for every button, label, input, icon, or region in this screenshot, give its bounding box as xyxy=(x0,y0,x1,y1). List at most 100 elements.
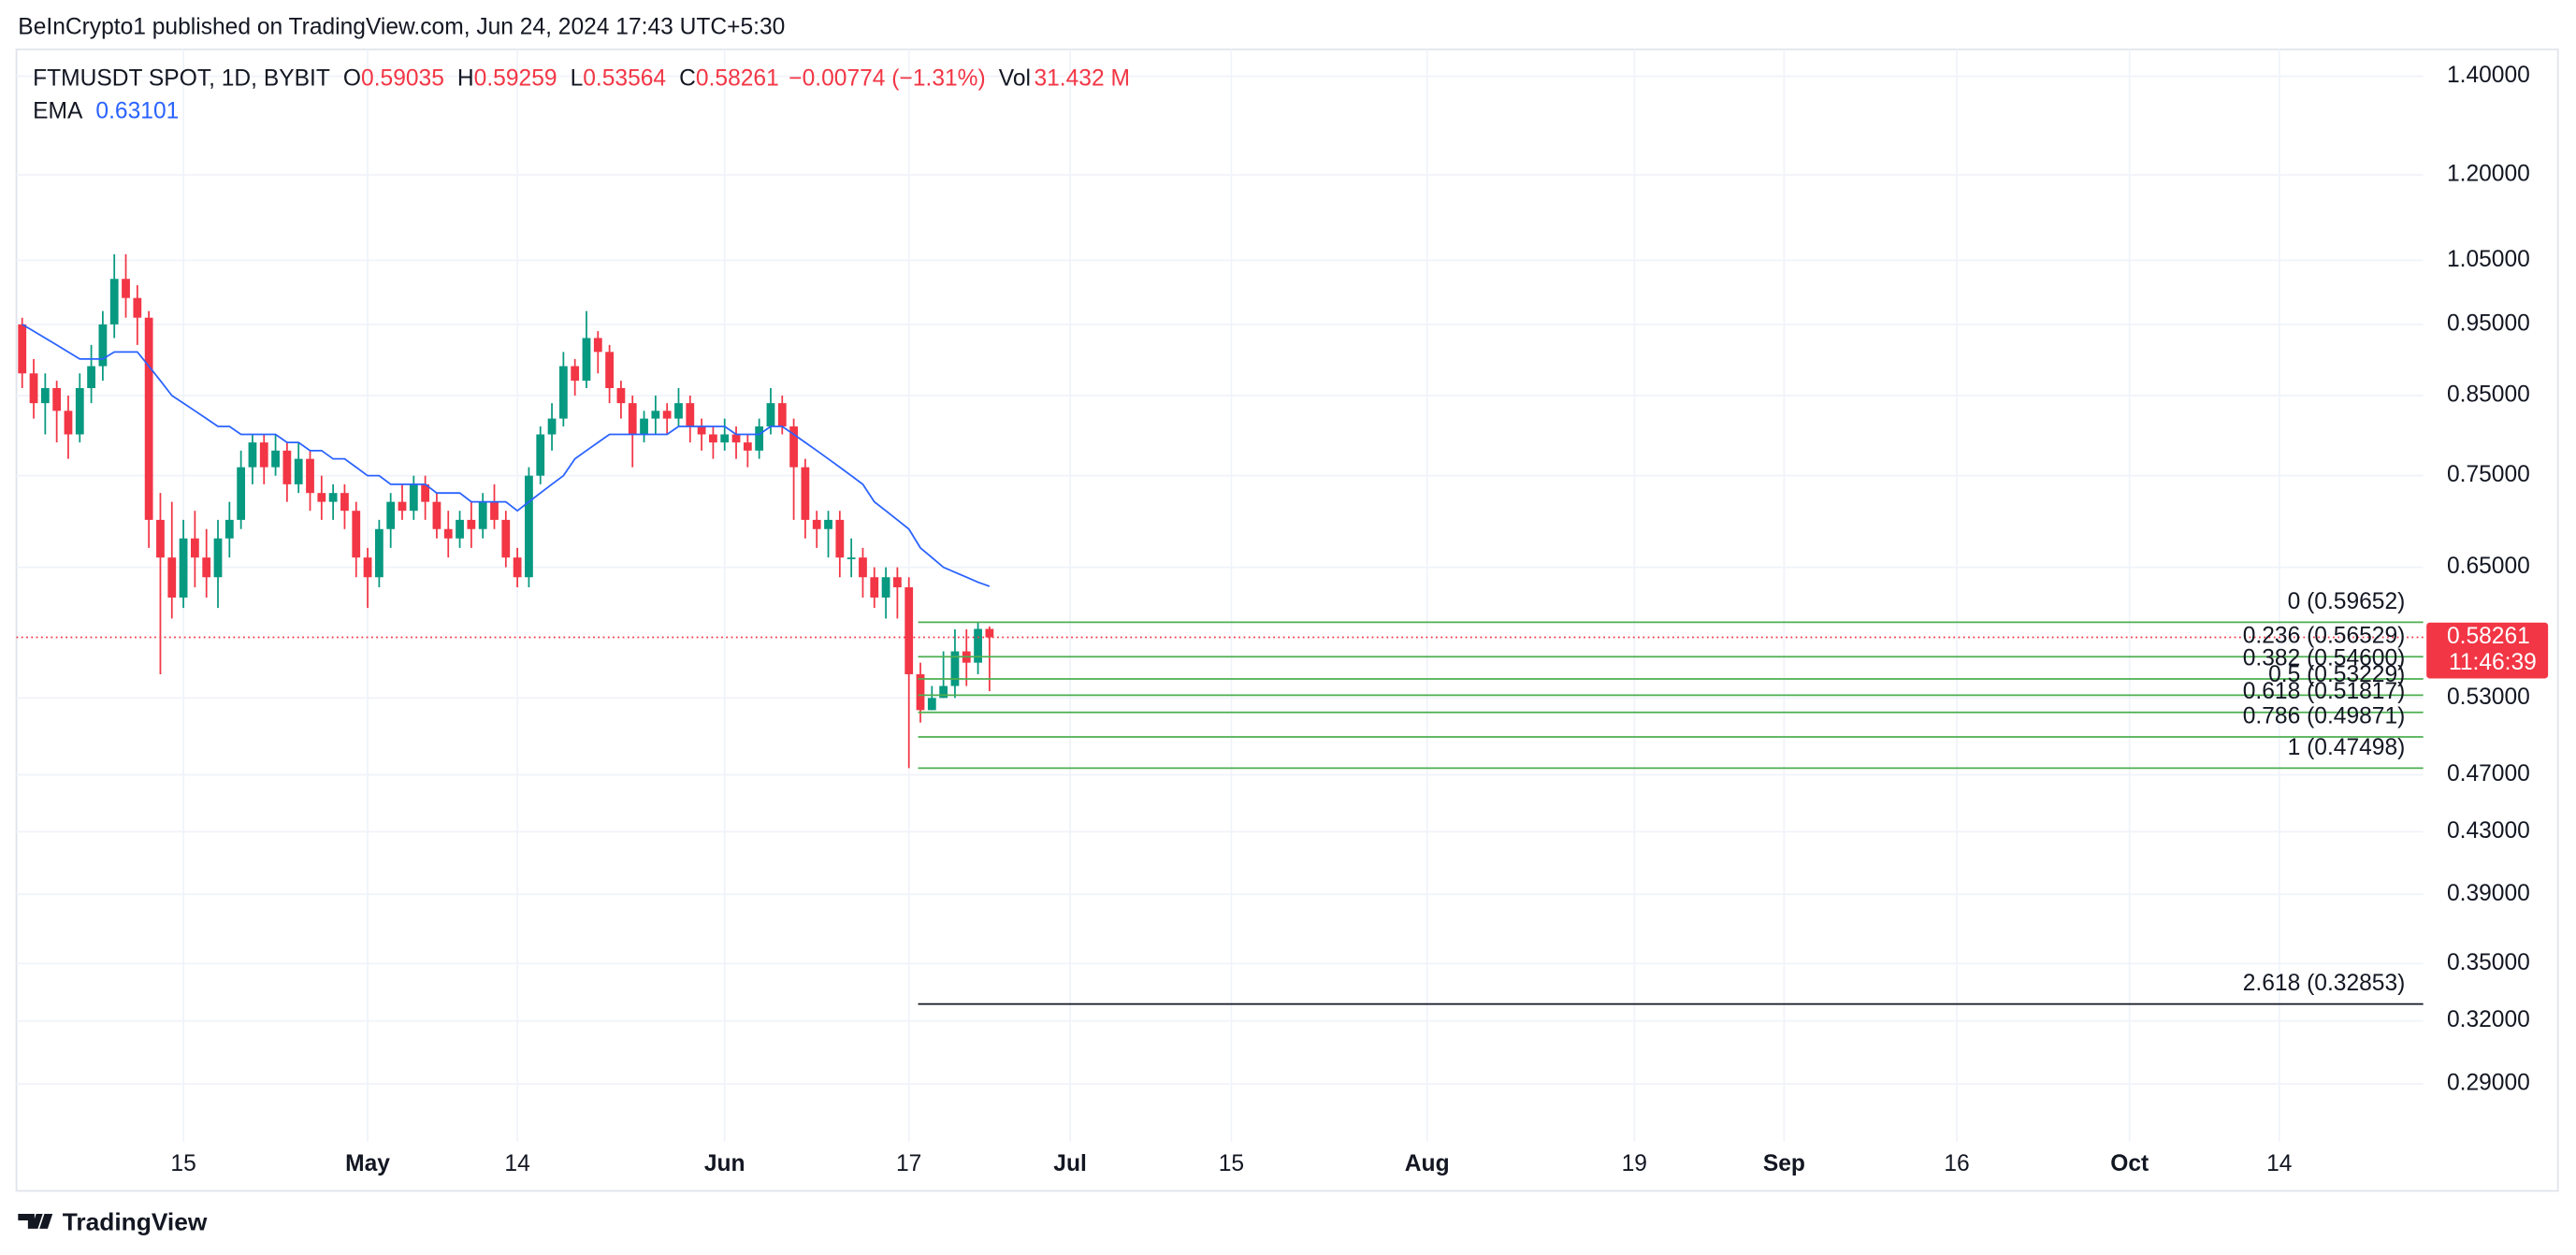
legend-key: Vol xyxy=(999,65,1031,91)
candle-body xyxy=(109,279,119,325)
legend-change: −0.00774 (−1.31%) xyxy=(789,65,985,91)
candle-body xyxy=(421,483,430,502)
candle-body xyxy=(743,442,752,451)
candle-body xyxy=(40,388,50,404)
x-tick-label: 14 xyxy=(2266,1151,2292,1176)
candle-body xyxy=(259,442,268,468)
candle-body xyxy=(282,450,292,484)
candle-body xyxy=(213,538,223,578)
y-tick-label: 0.29000 xyxy=(2447,1071,2530,1096)
candle-body xyxy=(651,411,660,419)
x-tick-label: 19 xyxy=(1622,1151,1647,1176)
candle-body xyxy=(766,403,775,427)
candle-body xyxy=(122,279,130,298)
y-tick-label: 1.20000 xyxy=(2447,161,2530,186)
candle-body xyxy=(939,685,948,699)
candle-body xyxy=(317,493,326,502)
x-tick-label: 16 xyxy=(1944,1151,1969,1176)
candle-body xyxy=(571,366,580,382)
candle-body xyxy=(582,338,591,382)
ema-value: 0.63101 xyxy=(95,98,179,123)
candle-body xyxy=(904,587,914,674)
candle-body xyxy=(731,434,741,443)
candle-body xyxy=(950,651,960,686)
x-tick-label: Jul xyxy=(1053,1151,1087,1176)
candle-body xyxy=(29,373,38,404)
candle-body xyxy=(916,673,925,711)
candle-body xyxy=(328,493,338,502)
legend-value: 0.59259 xyxy=(474,65,557,91)
legend-key: L xyxy=(571,65,584,91)
candle-body xyxy=(64,411,73,435)
fib-label: 0 (0.59652) xyxy=(2288,589,2406,614)
y-tick-label: 0.65000 xyxy=(2447,554,2530,579)
price-tag xyxy=(2426,622,2549,679)
x-tick-label: 17 xyxy=(896,1151,921,1176)
legend-value: 0.53564 xyxy=(583,65,666,91)
candle-body xyxy=(755,426,764,451)
x-tick-label: May xyxy=(345,1151,390,1176)
candle-body xyxy=(432,501,441,529)
candle-body xyxy=(167,557,177,598)
fib-label: 0.5 (0.53229) xyxy=(2268,662,2405,687)
candle-body xyxy=(616,388,626,404)
candle-body xyxy=(363,557,372,578)
candle-body xyxy=(593,338,602,353)
ema-name: EMA xyxy=(33,98,83,123)
y-tick-label: 0.95000 xyxy=(2447,310,2530,336)
legend-key: H xyxy=(457,65,474,91)
candle-body xyxy=(98,324,108,367)
candle-body xyxy=(513,557,522,578)
candle-body xyxy=(467,519,476,529)
candle-body xyxy=(801,467,810,520)
candle-body xyxy=(18,324,27,374)
candle-body xyxy=(789,426,798,468)
legend-key: C xyxy=(679,65,696,91)
x-tick-label: 15 xyxy=(170,1151,195,1176)
candle-body xyxy=(386,501,396,529)
price-tag-value: 0.58261 xyxy=(2447,624,2530,649)
candle-body xyxy=(558,366,568,419)
candle-body xyxy=(501,519,511,558)
x-tick-label: Aug xyxy=(1405,1151,1450,1176)
y-tick-label: 0.35000 xyxy=(2447,950,2530,975)
candle-body xyxy=(686,403,695,427)
y-tick-label: 0.75000 xyxy=(2447,462,2530,487)
y-tick-label: 0.32000 xyxy=(2447,1007,2530,1032)
brand-name: TradingView xyxy=(63,1208,208,1236)
candle-body xyxy=(720,434,730,443)
y-tick-label: 0.39000 xyxy=(2447,881,2530,906)
y-tick-label: 0.47000 xyxy=(2447,761,2530,786)
candle-body xyxy=(144,317,153,520)
candle-body xyxy=(52,388,62,411)
x-tick-label: Sep xyxy=(1763,1151,1805,1176)
candle-body xyxy=(456,519,464,539)
candle-body xyxy=(674,403,683,419)
candle-body xyxy=(777,403,787,427)
legend-row: FTMUSDT SPOT, 1D, BYBIT O0.59035 H0.59259 L… xyxy=(33,65,1130,91)
candle-body xyxy=(224,519,234,539)
candle-body xyxy=(847,557,856,559)
candle-body xyxy=(859,557,867,578)
candle-body xyxy=(985,628,994,638)
fib-label: 0.236 (0.56529) xyxy=(2243,624,2406,649)
candle-body xyxy=(340,493,349,512)
candle-body xyxy=(536,434,545,476)
candle-body xyxy=(628,403,637,435)
y-tick-label: 1.40000 xyxy=(2447,63,2530,88)
candle-body xyxy=(697,426,706,435)
candle-body xyxy=(927,698,936,711)
candle-body xyxy=(87,366,95,389)
fib-label: 1 (0.47498) xyxy=(2288,735,2406,760)
candle-body xyxy=(881,577,890,598)
candle-body xyxy=(352,511,361,558)
fib-label: 0.382 (0.54600) xyxy=(2243,645,2406,671)
candle-body xyxy=(237,467,246,520)
fib-extension-label: 2.618 (0.32853) xyxy=(2243,971,2406,996)
candle-body xyxy=(133,297,142,318)
candle-body xyxy=(374,528,384,578)
candle-body xyxy=(398,501,407,512)
publisher-note: BeInCrypto1 published on TradingView.com… xyxy=(18,14,785,39)
candle-body xyxy=(525,475,533,578)
candle-body xyxy=(294,458,303,484)
